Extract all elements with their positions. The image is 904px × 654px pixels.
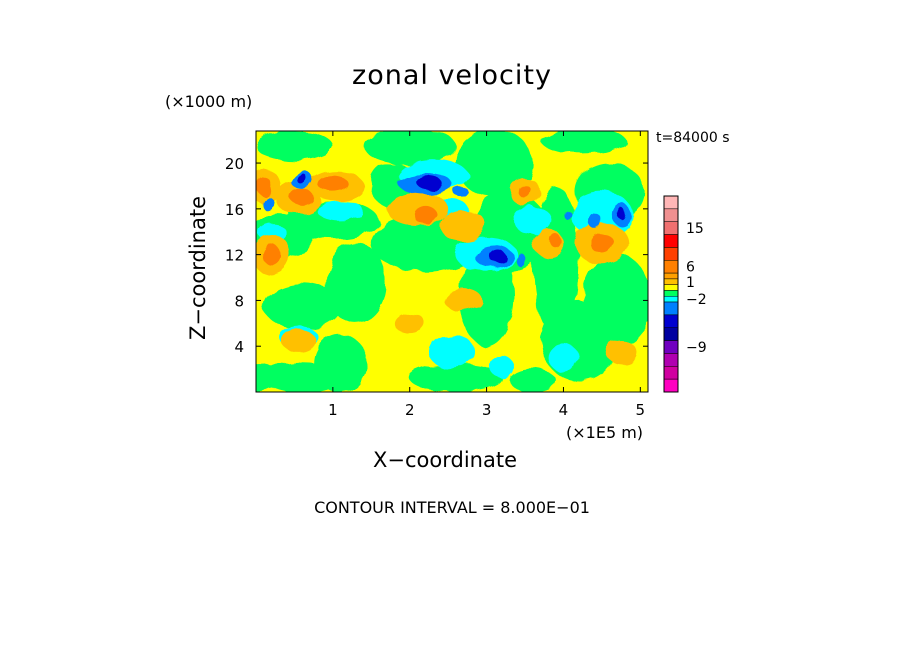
contour-region-22 — [428, 334, 476, 370]
colorbar-band-12 — [663, 314, 679, 328]
colorbar-tick-label-4: −9 — [686, 340, 707, 356]
x-tick-label-0: 1 — [328, 401, 338, 419]
contour-region-37 — [440, 209, 487, 243]
contour-region-30 — [548, 343, 579, 372]
colorbar-tick-label-3: −2 — [686, 292, 707, 308]
contour-region-60 — [516, 253, 526, 268]
colorbar-band-11 — [663, 301, 679, 316]
x-ticks: 1 2 3 4 5 — [328, 131, 645, 419]
y-tick-label-1: 8 — [234, 292, 244, 310]
colorbar-band-16 — [663, 366, 679, 380]
contour-region-8 — [325, 243, 387, 324]
contour-region-61 — [452, 185, 468, 196]
contour-region-16 — [363, 131, 456, 165]
colorbar-band-5 — [663, 260, 679, 274]
contour-region-24 — [317, 200, 364, 222]
colorbar-band-9 — [663, 290, 679, 297]
colorbar-band-7 — [663, 278, 679, 285]
contour-region-48 — [290, 189, 314, 206]
contour-region-23 — [490, 355, 514, 379]
x-axis-label: X−coordinate — [373, 448, 517, 472]
contour-region-40 — [281, 329, 316, 352]
contour-region-15 — [256, 131, 333, 161]
contour-region-47 — [317, 175, 349, 192]
colorbar: 15 61−2 −9 — [663, 195, 707, 393]
colorbar-band-14 — [663, 340, 679, 354]
contour-region-44 — [605, 340, 637, 364]
colorbar-band-3 — [663, 234, 679, 248]
y-unit-label: (×1000 m) — [165, 92, 253, 111]
y-tick-label-2: 12 — [225, 247, 244, 265]
contour-region-49 — [413, 205, 437, 224]
colorbar-band-10 — [663, 295, 679, 303]
colorbar-band-4 — [663, 247, 679, 261]
y-ticks: 4 8 12 16 20 — [225, 155, 648, 356]
contour-region-6 — [582, 254, 648, 347]
colorbar-frame — [663, 195, 679, 393]
contour-field — [256, 131, 648, 392]
contour-region-52 — [550, 234, 562, 248]
contour-region-51 — [518, 184, 532, 199]
y-tick-label-3: 16 — [225, 201, 244, 219]
contour-region-46 — [262, 244, 281, 265]
contour-region-64 — [296, 173, 308, 185]
x-tick-label-3: 4 — [559, 401, 569, 419]
colorbar-band-15 — [663, 353, 679, 367]
contour-region-45 — [256, 176, 272, 196]
contour-region-63 — [490, 250, 506, 264]
contour-region-29 — [513, 206, 552, 235]
contour-region-50 — [590, 232, 614, 254]
chart-title: zonal velocity — [352, 60, 552, 91]
contour-interval-label: CONTOUR INTERVAL = 8.000E−01 — [314, 498, 590, 517]
colorbar-tick-label-1: 6 — [686, 260, 695, 276]
y-tick-label-4: 20 — [225, 155, 244, 173]
contour-region-17 — [455, 131, 533, 198]
y-tick-label-0: 4 — [234, 338, 244, 356]
contour-region-28 — [571, 191, 633, 238]
colorbar-band-1 — [663, 208, 679, 222]
x-tick-label-4: 5 — [636, 401, 646, 419]
colorbar-tick-label-2: 1 — [686, 275, 695, 291]
colorbar-band-17 — [663, 378, 679, 393]
x-tick-label-2: 3 — [482, 401, 492, 419]
contour-region-3 — [409, 364, 502, 392]
contour-region-54 — [261, 196, 274, 210]
x-unit-label: (×1E5 m) — [566, 423, 644, 442]
colorbar-tick-label-0: 15 — [686, 221, 704, 237]
colorbar-band-13 — [663, 327, 679, 341]
colorbar-band-0 — [663, 195, 679, 210]
contour-region-62 — [416, 175, 442, 190]
contour-region-58 — [588, 212, 601, 229]
contour-region-7 — [263, 283, 341, 330]
contour-region-39 — [394, 313, 426, 334]
time-label: t=84000 s — [656, 130, 730, 146]
contour-region-38 — [444, 288, 483, 312]
colorbar-band-2 — [663, 221, 679, 235]
contour-region-18 — [540, 131, 625, 154]
contour-region-59 — [563, 209, 572, 220]
colorbar-band-8 — [663, 284, 679, 291]
contour-region-65 — [617, 207, 625, 220]
plot-frame — [255, 130, 649, 393]
contour-region-4 — [509, 369, 556, 392]
x-tick-label-1: 2 — [405, 401, 415, 419]
contour-region-2 — [313, 334, 368, 392]
colorbar-band-6 — [663, 272, 679, 280]
